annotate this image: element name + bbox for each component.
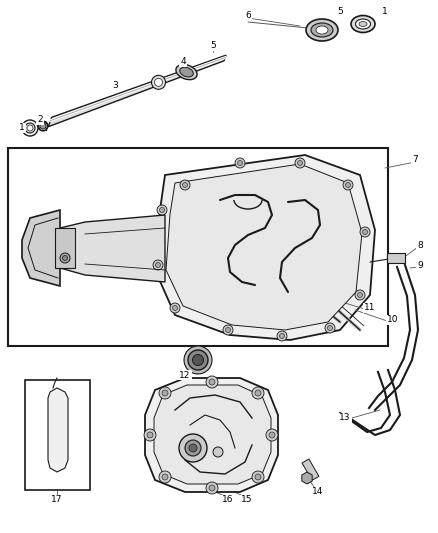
Circle shape <box>277 331 287 341</box>
Circle shape <box>173 305 177 311</box>
Ellipse shape <box>306 19 338 41</box>
Polygon shape <box>48 388 68 472</box>
Circle shape <box>209 379 215 385</box>
Ellipse shape <box>351 15 375 33</box>
Ellipse shape <box>180 67 193 77</box>
Circle shape <box>155 78 162 86</box>
Text: 6: 6 <box>245 11 251 20</box>
Circle shape <box>266 429 278 441</box>
Circle shape <box>295 158 305 168</box>
Ellipse shape <box>311 23 333 37</box>
Circle shape <box>297 160 303 166</box>
Circle shape <box>152 75 166 90</box>
Circle shape <box>269 432 275 438</box>
Circle shape <box>60 253 70 263</box>
Circle shape <box>346 182 350 188</box>
Circle shape <box>206 482 218 494</box>
Text: T: T <box>54 425 60 435</box>
Circle shape <box>38 121 48 131</box>
Circle shape <box>147 432 153 438</box>
Polygon shape <box>145 378 278 492</box>
Text: 9: 9 <box>417 261 423 270</box>
Bar <box>387 253 405 263</box>
Polygon shape <box>155 155 375 340</box>
Circle shape <box>226 327 230 333</box>
Circle shape <box>184 346 212 374</box>
Text: 16: 16 <box>222 496 234 505</box>
Circle shape <box>185 440 201 456</box>
Bar <box>302 459 319 480</box>
Circle shape <box>183 182 187 188</box>
Text: 14: 14 <box>312 488 324 497</box>
Polygon shape <box>22 210 60 286</box>
Circle shape <box>162 390 168 396</box>
Circle shape <box>252 387 264 399</box>
Circle shape <box>25 123 35 133</box>
Circle shape <box>355 290 365 300</box>
Text: 7: 7 <box>412 156 418 165</box>
Text: 2: 2 <box>37 116 43 125</box>
Bar <box>25 380 90 490</box>
Ellipse shape <box>359 21 367 27</box>
Circle shape <box>188 350 208 370</box>
Text: 12: 12 <box>179 370 191 379</box>
Circle shape <box>153 260 163 270</box>
Circle shape <box>40 123 46 129</box>
Circle shape <box>255 474 261 480</box>
Text: 3: 3 <box>112 80 118 90</box>
Circle shape <box>180 180 190 190</box>
Polygon shape <box>60 215 165 282</box>
Circle shape <box>63 255 67 261</box>
Circle shape <box>159 387 171 399</box>
Circle shape <box>325 323 335 333</box>
Circle shape <box>357 293 363 297</box>
Circle shape <box>179 434 207 462</box>
Circle shape <box>206 376 218 388</box>
Circle shape <box>155 262 160 268</box>
Circle shape <box>360 227 370 237</box>
Text: 8: 8 <box>417 240 423 249</box>
Text: 11: 11 <box>364 303 376 312</box>
Circle shape <box>213 447 223 457</box>
Circle shape <box>22 120 38 136</box>
Polygon shape <box>154 385 271 484</box>
Text: 5: 5 <box>210 42 216 51</box>
Text: 13: 13 <box>339 414 351 423</box>
Circle shape <box>157 205 167 215</box>
Circle shape <box>209 485 215 491</box>
Circle shape <box>235 158 245 168</box>
Circle shape <box>162 474 168 480</box>
Circle shape <box>192 354 204 366</box>
Circle shape <box>144 429 156 441</box>
Text: 10: 10 <box>387 316 399 325</box>
Ellipse shape <box>316 26 328 34</box>
Circle shape <box>343 180 353 190</box>
Circle shape <box>170 303 180 313</box>
Text: V: V <box>54 440 60 450</box>
Circle shape <box>328 326 332 330</box>
Circle shape <box>255 390 261 396</box>
Text: 4: 4 <box>180 58 186 67</box>
Circle shape <box>223 325 233 335</box>
Bar <box>8 148 388 346</box>
Circle shape <box>159 207 165 213</box>
Circle shape <box>27 125 33 131</box>
Circle shape <box>252 471 264 483</box>
Text: R: R <box>53 410 60 420</box>
Circle shape <box>189 444 197 452</box>
Text: 1: 1 <box>19 124 25 133</box>
Bar <box>55 228 75 268</box>
Text: 1: 1 <box>382 7 388 17</box>
Text: 17: 17 <box>51 496 63 505</box>
Polygon shape <box>48 55 226 127</box>
Ellipse shape <box>356 19 371 29</box>
Polygon shape <box>166 164 362 330</box>
Circle shape <box>237 160 243 166</box>
Text: 15: 15 <box>241 496 253 505</box>
Text: 5: 5 <box>337 7 343 17</box>
Ellipse shape <box>176 64 197 79</box>
Circle shape <box>363 230 367 235</box>
Circle shape <box>279 334 285 338</box>
Circle shape <box>159 471 171 483</box>
